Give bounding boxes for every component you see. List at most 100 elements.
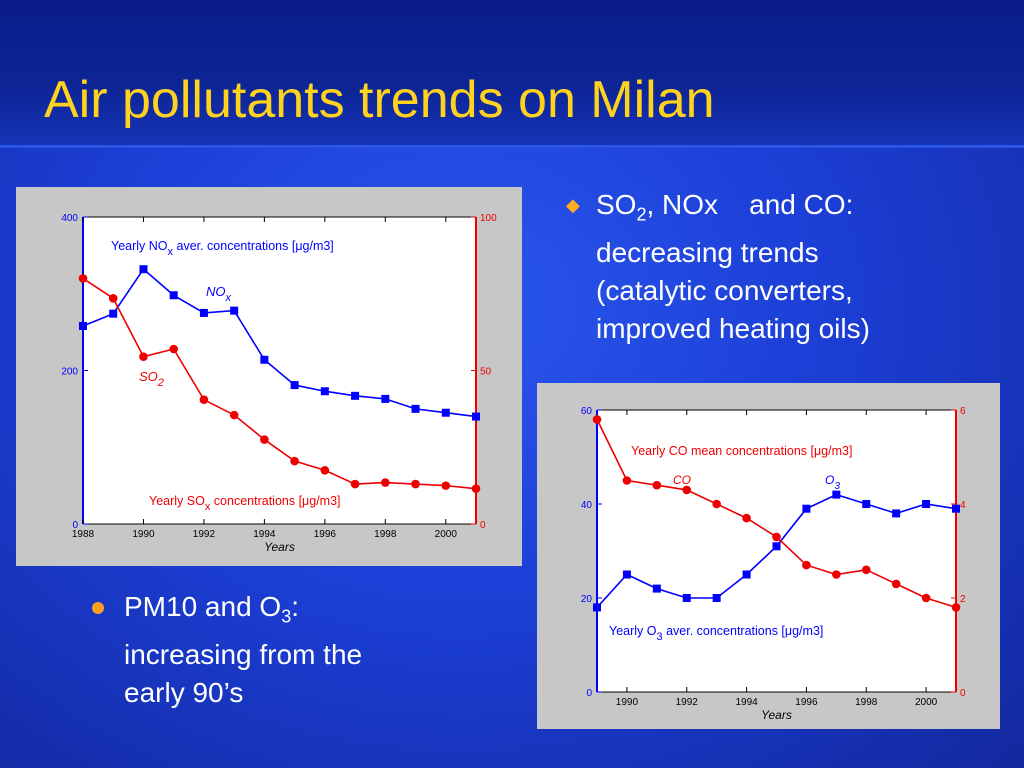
x-tick-label: 1992: [676, 697, 699, 708]
right-tick-label: 100: [480, 213, 497, 224]
title-band: [0, 0, 1024, 148]
series-label-o3: O3: [825, 473, 840, 492]
data-point-nox: [441, 408, 450, 417]
bullet2-line2: increasing from the: [124, 638, 363, 670]
left-tick-label: 60: [581, 406, 593, 417]
left-tick-label: 20: [581, 594, 593, 605]
bullet2-o-subscript: 3: [281, 606, 292, 627]
right-tick-label: 50: [480, 367, 492, 378]
data-point-o3: [712, 594, 721, 602]
series-label-so2: SO2: [139, 369, 164, 389]
right-tick-label: 2: [960, 594, 966, 605]
annotation-o3-title: Yearly O3 aver. concentrations [μg/m3]: [609, 624, 823, 643]
data-point-nox: [411, 404, 420, 413]
x-tick-label: 1996: [314, 529, 337, 540]
bullet1-line3: (catalytic converters,: [596, 274, 853, 306]
data-point-nox: [79, 321, 87, 330]
x-tick-label: 1994: [735, 697, 758, 708]
data-point-so2: [169, 344, 178, 354]
x-axis-label: Years: [761, 708, 792, 722]
data-point-so2: [139, 352, 148, 361]
data-point-o3: [862, 500, 871, 508]
left-tick-label: 400: [61, 213, 78, 224]
x-tick-label: 1998: [374, 529, 397, 540]
data-point-o3: [742, 570, 751, 579]
right-tick-label: 6: [960, 406, 966, 417]
data-point-co: [921, 593, 931, 603]
data-point-nox: [260, 355, 269, 364]
data-point-nox: [169, 291, 178, 300]
data-point-co: [682, 485, 692, 495]
annotation-nox-title: Yearly NOx aver. concentrations [μg/m3]: [111, 239, 334, 258]
bullet2-pm10-text: PM10 and O: [124, 591, 282, 622]
bullet-decreasing: ◆ SO2, NOx and CO: decreasing trends (ca…: [566, 186, 1016, 348]
annotation-co-title: Yearly CO mean concentrations [μg/m3]: [631, 444, 852, 458]
data-point-o3: [802, 504, 811, 513]
bullet1-nox-co-text: , NOx and CO:: [646, 189, 854, 220]
data-point-o3: [682, 594, 691, 602]
plot-area: [597, 410, 956, 692]
chart-panel-o3-co: 1990 1992 1994 1996 1998 2000 Years 0 20 40 60 0 2 4 6…: [537, 383, 1000, 729]
left-tick-label: 0: [586, 688, 592, 699]
data-point-nox: [472, 412, 480, 421]
data-point-nox: [139, 265, 148, 274]
x-tick-label: 1990: [616, 697, 639, 708]
data-point-nox: [109, 309, 118, 318]
data-point-o3: [652, 584, 661, 593]
data-point-nox: [290, 381, 299, 390]
data-point-so2: [381, 478, 390, 487]
bullet1-so-text: SO: [596, 189, 637, 220]
plot-area: [83, 217, 476, 524]
right-tick-label: 0: [960, 688, 966, 699]
x-tick-label: 2000: [915, 697, 938, 708]
data-point-o3: [772, 542, 781, 551]
chart-panel-nox-so2: 1988 1990 1992 1994 1996 1998 2000 Years 0 200 400…: [16, 187, 522, 566]
data-point-o3: [593, 603, 601, 612]
data-point-o3: [892, 509, 901, 518]
data-point-co: [592, 415, 602, 424]
right-tick-label: 4: [960, 500, 966, 511]
data-point-so2: [260, 435, 269, 444]
data-point-o3: [952, 504, 960, 513]
data-point-so2: [78, 274, 88, 283]
data-point-co: [712, 499, 721, 509]
data-point-so2: [290, 456, 299, 466]
series-line-nox: [82, 267, 477, 418]
data-point-o3: [622, 570, 631, 579]
data-point-so2: [411, 479, 420, 489]
data-point-so2: [229, 410, 239, 420]
data-point-so2: [108, 294, 118, 303]
bullet2-line3: early 90’s: [124, 676, 244, 708]
data-point-co: [742, 513, 751, 523]
bullet1-so-subscript: 2: [636, 204, 647, 225]
bullet2-line1: PM10 and O3:: [124, 588, 444, 636]
data-point-co: [622, 476, 632, 485]
data-point-nox: [230, 306, 239, 315]
chart-o3-co: 1990 1992 1994 1996 1998 2000 Years 0 20 40 60 0 2 4 6…: [581, 406, 966, 722]
bullet1-line4: improved heating oils): [596, 312, 870, 344]
left-tick-label: 200: [61, 367, 78, 378]
bullet1-line2: decreasing trends: [596, 236, 819, 268]
x-tick-label: 1988: [72, 529, 95, 540]
data-point-nox: [381, 394, 390, 403]
x-tick-label: 1990: [132, 529, 155, 540]
x-tick-label: 2000: [435, 529, 458, 540]
data-point-nox: [351, 391, 360, 400]
round-bullet-icon: [92, 602, 104, 614]
x-tick-label: 1996: [795, 697, 818, 708]
data-point-nox: [320, 387, 329, 396]
data-point-so2: [320, 465, 330, 475]
x-tick-label: 1994: [253, 529, 276, 540]
diamond-bullet-icon: ◆: [566, 195, 580, 215]
data-point-so2: [441, 481, 451, 490]
data-point-o3: [832, 490, 841, 499]
right-tick-label: 0: [480, 520, 486, 531]
bullet-increasing: PM10 and O3: increasing from the early 9…: [92, 588, 444, 712]
bullet2-colon: :: [291, 591, 299, 622]
bullet1-line1: SO2, NOx and CO:: [596, 186, 1016, 234]
series-line-so2: [82, 277, 477, 490]
data-point-so2: [350, 479, 360, 489]
data-point-o3: [922, 500, 931, 508]
data-point-so2: [199, 395, 209, 404]
chart-nox-so2: 1988 1990 1992 1994 1996 1998 2000 Years 0 200 400…: [61, 213, 497, 554]
